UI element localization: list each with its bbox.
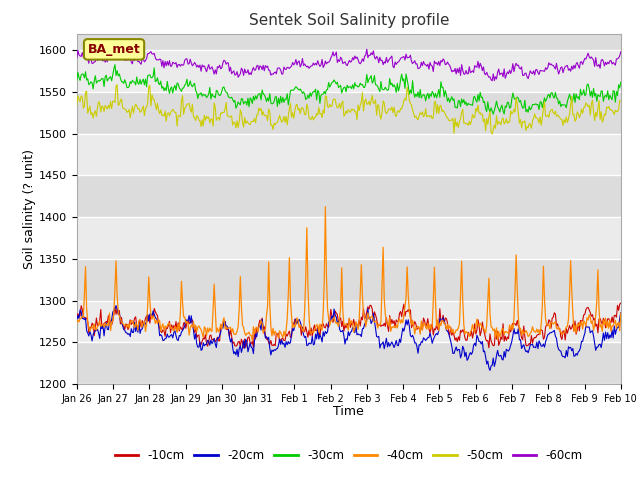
X-axis label: Time: Time — [333, 405, 364, 418]
Bar — [77, 134, 621, 175]
Bar — [77, 92, 621, 134]
Y-axis label: Soil salinity (? unit): Soil salinity (? unit) — [23, 149, 36, 269]
Bar — [77, 259, 621, 300]
Bar — [77, 342, 621, 384]
Bar — [77, 34, 621, 50]
Bar — [77, 217, 621, 259]
Bar — [77, 50, 621, 92]
Bar — [77, 300, 621, 342]
Legend: -10cm, -20cm, -30cm, -40cm, -50cm, -60cm: -10cm, -20cm, -30cm, -40cm, -50cm, -60cm — [110, 444, 588, 467]
Title: Sentek Soil Salinity profile: Sentek Soil Salinity profile — [248, 13, 449, 28]
Bar — [77, 175, 621, 217]
Text: BA_met: BA_met — [88, 43, 140, 56]
